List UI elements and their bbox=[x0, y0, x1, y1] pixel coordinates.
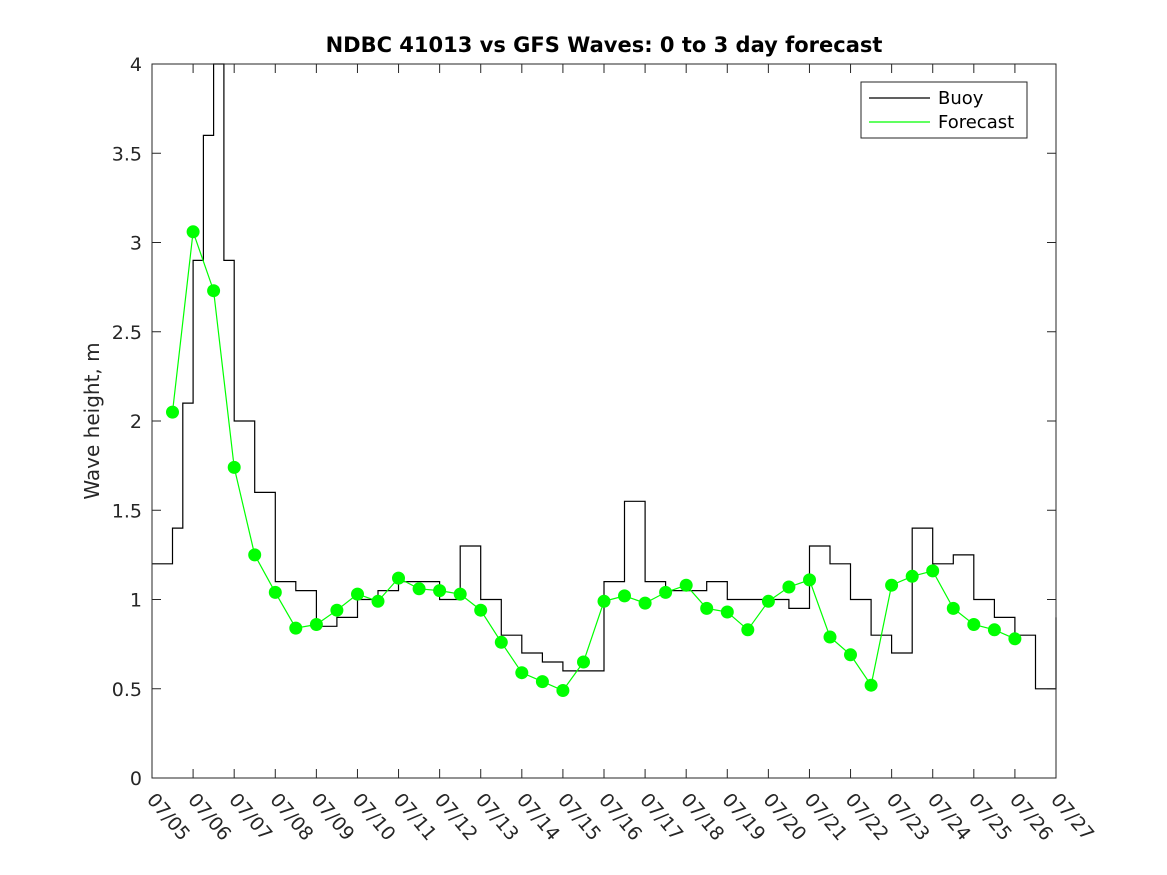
forecast-point bbox=[885, 578, 899, 592]
x-tick-label: 07/16 bbox=[594, 789, 646, 845]
x-tick-label: 07/07 bbox=[224, 789, 276, 845]
forecast-point bbox=[905, 569, 919, 583]
forecast-point bbox=[987, 623, 1001, 637]
forecast-point bbox=[946, 601, 960, 615]
x-tick-label: 07/18 bbox=[676, 789, 728, 845]
forecast-point bbox=[967, 618, 981, 631]
forecast-point bbox=[412, 582, 426, 596]
forecast-point bbox=[535, 675, 549, 689]
y-tick-label: 0.5 bbox=[112, 679, 142, 701]
y-tick-label: 3 bbox=[130, 233, 142, 255]
forecast-point bbox=[371, 594, 385, 608]
x-tick-label: 07/25 bbox=[964, 789, 1016, 845]
y-tick-label: 2 bbox=[130, 411, 142, 433]
forecast-point bbox=[741, 623, 755, 637]
legend-entry-forecast: Forecast bbox=[938, 112, 1014, 133]
x-tick-label: 07/08 bbox=[265, 789, 317, 845]
forecast-point bbox=[433, 584, 447, 598]
x-tick-label: 07/19 bbox=[717, 789, 769, 845]
forecast-point bbox=[782, 580, 796, 594]
forecast-point bbox=[207, 284, 221, 298]
forecast-point bbox=[268, 585, 282, 599]
x-tick-label: 07/06 bbox=[183, 789, 235, 845]
forecast-point bbox=[577, 655, 590, 669]
x-tick-label: 07/11 bbox=[389, 789, 441, 845]
y-tick-label: 4 bbox=[130, 54, 142, 76]
forecast-point bbox=[453, 587, 467, 601]
series-line-buoy bbox=[152, 63, 1057, 690]
forecast-point bbox=[844, 648, 857, 662]
forecast-point bbox=[166, 405, 179, 419]
forecast-point bbox=[761, 594, 775, 608]
forecast-point bbox=[700, 601, 714, 615]
chart-title: NDBC 41013 vs GFS Waves: 0 to 3 day fore… bbox=[326, 33, 883, 57]
y-tick-label: 3.5 bbox=[112, 143, 142, 165]
forecast-point bbox=[515, 666, 529, 680]
x-tick-label: 07/26 bbox=[1005, 789, 1057, 845]
forecast-point bbox=[248, 548, 262, 562]
series-layer bbox=[152, 63, 1057, 697]
x-tick-label: 07/12 bbox=[430, 789, 482, 845]
forecast-point bbox=[351, 587, 364, 601]
x-tick-label: 07/23 bbox=[882, 789, 934, 845]
forecast-point bbox=[556, 684, 570, 697]
x-tick-label: 07/22 bbox=[841, 789, 893, 845]
y-tick-label: 1 bbox=[130, 590, 142, 612]
legend-box bbox=[860, 81, 1028, 139]
x-tick-label: 07/20 bbox=[759, 789, 811, 845]
x-tick-label: 07/05 bbox=[142, 789, 194, 845]
y-tick-label: 2.5 bbox=[112, 322, 142, 344]
forecast-point bbox=[289, 621, 303, 635]
x-tick-label: 07/14 bbox=[512, 789, 564, 845]
y-tick-label: 0 bbox=[130, 768, 142, 790]
legend: Buoy Forecast bbox=[860, 81, 1028, 139]
forecast-point bbox=[392, 571, 405, 585]
forecast-point bbox=[309, 618, 323, 631]
forecast-point bbox=[823, 630, 837, 644]
forecast-point bbox=[864, 678, 878, 692]
x-tick-label: 07/10 bbox=[348, 789, 400, 845]
forecast-point bbox=[494, 635, 508, 649]
forecast-point bbox=[803, 573, 816, 587]
forecast-point bbox=[474, 603, 488, 617]
legend-entry-buoy: Buoy bbox=[938, 88, 984, 109]
forecast-point bbox=[186, 225, 200, 239]
x-tick-label: 07/15 bbox=[553, 789, 605, 845]
forecast-point bbox=[679, 578, 693, 592]
x-tick-label: 07/24 bbox=[923, 789, 975, 845]
forecast-point bbox=[618, 589, 631, 603]
forecast-point bbox=[720, 605, 734, 619]
y-tick-label: 1.5 bbox=[112, 500, 142, 522]
forecast-point bbox=[1008, 632, 1022, 646]
forecast-point bbox=[926, 564, 940, 578]
forecast-point bbox=[330, 603, 344, 617]
x-tick-label: 07/27 bbox=[1046, 789, 1098, 845]
forecast-point bbox=[597, 594, 611, 608]
forecast-point bbox=[227, 460, 241, 474]
x-tick-label: 07/13 bbox=[471, 789, 523, 845]
x-tick-label: 07/09 bbox=[307, 789, 359, 845]
y-axis-label: Wave height, m bbox=[80, 342, 104, 499]
x-tick-label: 07/21 bbox=[800, 789, 852, 845]
x-tick-label: 07/17 bbox=[635, 789, 687, 845]
forecast-point bbox=[638, 596, 652, 610]
forecast-point bbox=[659, 585, 673, 599]
